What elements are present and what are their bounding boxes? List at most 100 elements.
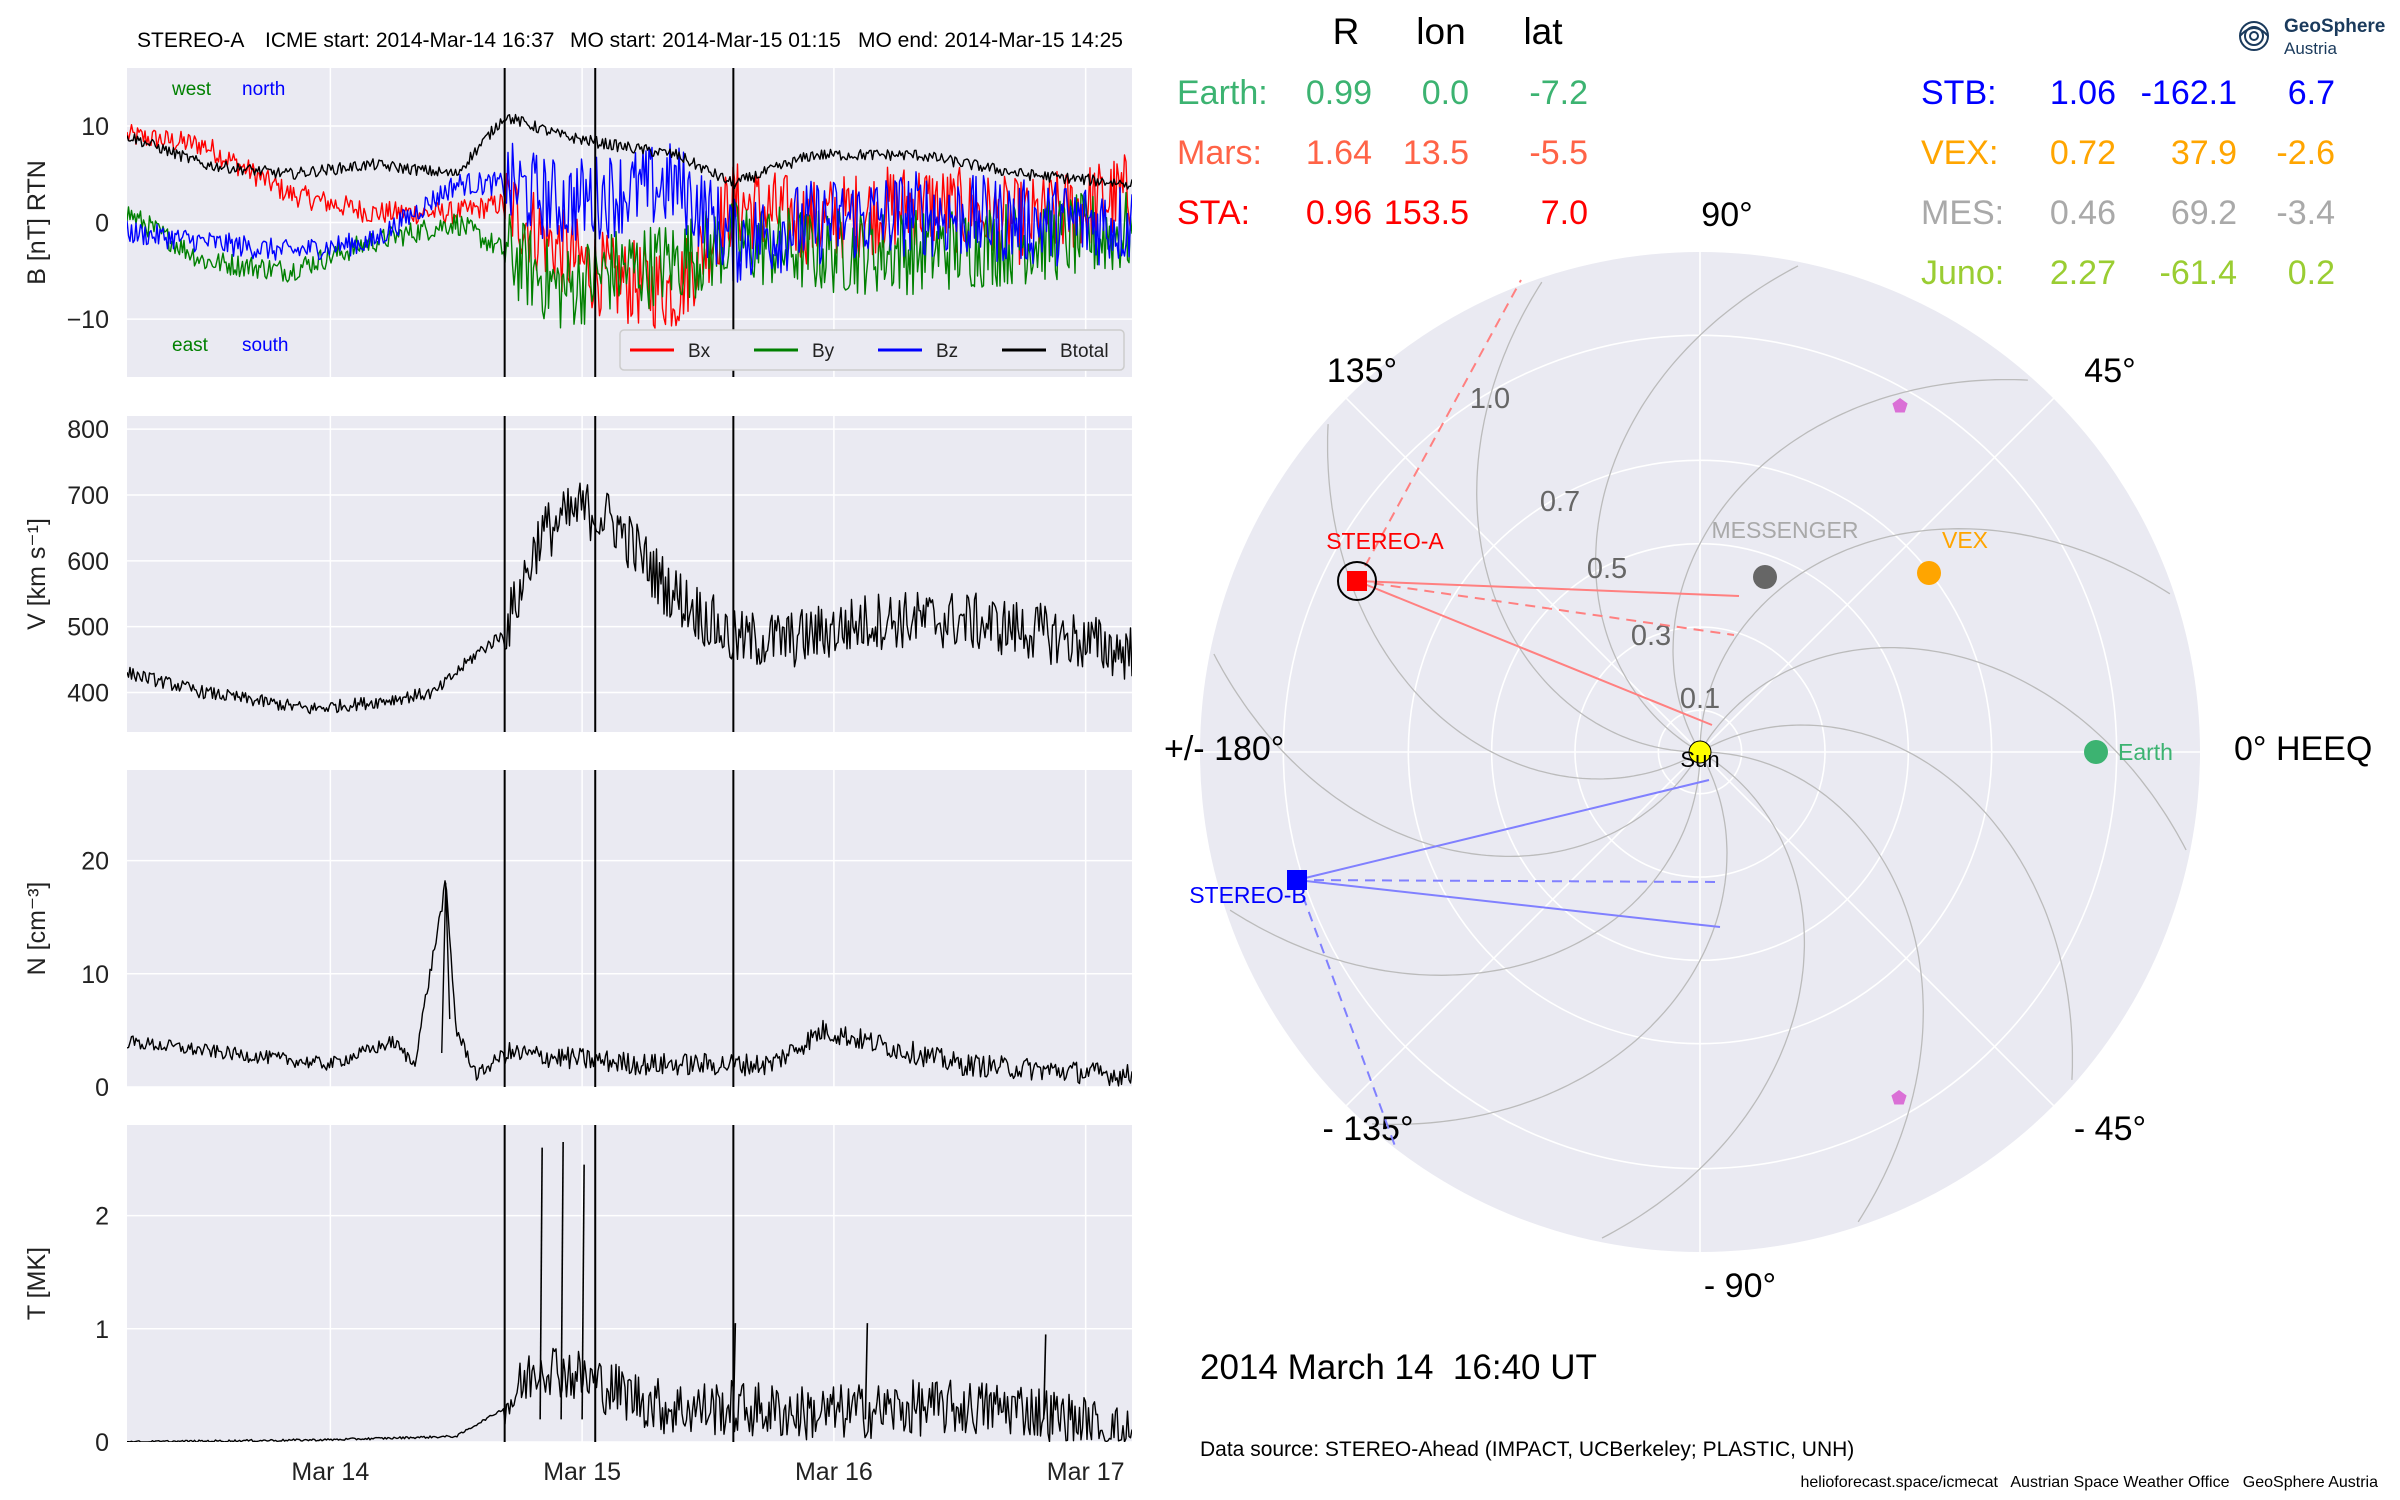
angle-label: - 135° bbox=[1322, 1110, 1413, 1148]
x-tick-label: Mar 15 bbox=[543, 1458, 621, 1486]
table-cell: STB: bbox=[1921, 74, 1997, 112]
vex-marker bbox=[1917, 561, 1941, 585]
temperature-spike bbox=[864, 1323, 869, 1420]
table-cell: 13.5 bbox=[1403, 134, 1469, 172]
series-line-bz bbox=[127, 142, 1132, 283]
y-axis-label: T [MK] bbox=[23, 1247, 51, 1320]
parker-spiral bbox=[1699, 646, 2187, 851]
x-tick-label: Mar 14 bbox=[291, 1458, 369, 1486]
sta-field-line bbox=[1356, 580, 1735, 636]
table-cell: 2.27 bbox=[2050, 254, 2116, 292]
stb-field-line bbox=[1296, 879, 1720, 883]
angle-label: +/- 180° bbox=[1164, 730, 1284, 768]
angle-label: - 45° bbox=[2074, 1110, 2146, 1148]
parker-spiral bbox=[1372, 751, 1728, 1126]
angle-label: 135° bbox=[1327, 352, 1397, 390]
y-tick-label: 0 bbox=[95, 1074, 109, 1102]
mars-pentagon-marker bbox=[1892, 398, 1908, 413]
table-cell: 7.0 bbox=[1541, 194, 1588, 232]
legend-label: Bx bbox=[688, 341, 711, 362]
logo-line2: Austria bbox=[2284, 39, 2337, 58]
parker-spiral bbox=[1699, 528, 2171, 752]
temperature-spike bbox=[581, 1164, 585, 1420]
table-cell: -5.5 bbox=[1529, 134, 1588, 172]
polar-plot: 0.10.30.50.71.090°45°0° HEEQ- 45°- 90°- … bbox=[1164, 196, 2372, 1305]
radial-label: 0.5 bbox=[1587, 553, 1627, 585]
earth-label: Earth bbox=[2118, 739, 2173, 765]
y-tick-label: 700 bbox=[67, 482, 109, 510]
y-tick-label: 10 bbox=[81, 961, 109, 989]
table-cell: -3.4 bbox=[2276, 194, 2335, 232]
parker-spiral bbox=[1594, 265, 1799, 753]
series-line-btotal bbox=[127, 113, 1132, 190]
series-line-t bbox=[127, 1347, 1132, 1442]
table-cell: 69.2 bbox=[2171, 194, 2237, 232]
table-header: R bbox=[1333, 11, 1360, 52]
stb-field-line bbox=[1296, 779, 1710, 881]
angle-spoke bbox=[1345, 397, 1701, 753]
radial-label: 0.1 bbox=[1680, 683, 1720, 715]
table-cell: 0.99 bbox=[1306, 74, 1372, 112]
table-header: lat bbox=[1523, 11, 1563, 52]
table-cell: 0.46 bbox=[2050, 194, 2116, 232]
stb-spiral-dashed bbox=[1296, 879, 1396, 1147]
parker-spiral bbox=[1672, 378, 2028, 753]
stb-field-line bbox=[1296, 879, 1721, 928]
y-tick-label: 0 bbox=[95, 210, 109, 238]
table-cell: VEX: bbox=[1921, 134, 1998, 172]
table-cell: 0.2 bbox=[2288, 254, 2335, 292]
sta-field-line bbox=[1356, 580, 1713, 726]
y-tick-label: 500 bbox=[67, 614, 109, 642]
series-line-bx bbox=[127, 124, 1132, 329]
parker-spiral bbox=[1326, 424, 1701, 780]
header-spacecraft: STEREO-A bbox=[137, 29, 244, 52]
angle-spoke bbox=[1699, 397, 2055, 753]
stb-label: STEREO-B bbox=[1189, 882, 1307, 908]
angle-spoke bbox=[1699, 751, 2055, 1107]
y-axis-label: N [cm⁻³] bbox=[23, 882, 51, 976]
messenger-label: MESSENGER bbox=[1712, 517, 1859, 543]
sun-label: Sun bbox=[1680, 747, 1719, 772]
temperature-spike bbox=[539, 1147, 543, 1420]
series-group bbox=[127, 1141, 1132, 1442]
y-tick-label: 600 bbox=[67, 548, 109, 576]
table-cell: 6.7 bbox=[2288, 74, 2335, 112]
messenger-marker bbox=[1753, 565, 1777, 589]
panel-background bbox=[127, 770, 1132, 1087]
table-cell: 1.64 bbox=[1306, 134, 1372, 172]
table-cell: 0.96 bbox=[1306, 194, 1372, 232]
vex-label: VEX bbox=[1942, 527, 1988, 553]
stb-marker bbox=[1287, 870, 1307, 890]
parker-spiral bbox=[1699, 724, 2074, 1080]
parker-spirals bbox=[1213, 265, 2187, 1239]
legend-label: Btotal bbox=[1060, 341, 1109, 362]
table-cell: 153.5 bbox=[1384, 194, 1469, 232]
table-cell: Mars: bbox=[1177, 134, 1262, 172]
y-axis-label: B [nT] RTN bbox=[23, 160, 51, 285]
table-cell: MES: bbox=[1921, 194, 2004, 232]
header-icme-start: ICME start: 2014-Mar-14 16:37 bbox=[265, 29, 554, 52]
y-tick-label: 400 bbox=[67, 680, 109, 708]
y-tick-label: 10 bbox=[81, 113, 109, 141]
temperature-spike bbox=[560, 1141, 564, 1420]
table-header: lon bbox=[1416, 11, 1465, 52]
y-axis-label: V [km s⁻¹] bbox=[23, 518, 51, 630]
juno-pentagon-marker bbox=[1891, 1090, 1907, 1105]
direction-annotation: west bbox=[171, 79, 212, 100]
angle-label: 45° bbox=[2084, 352, 2135, 390]
sta-field-line bbox=[1356, 580, 1740, 597]
legend-box bbox=[619, 329, 1125, 371]
table-cell: 1.06 bbox=[2050, 74, 2116, 112]
series-group bbox=[127, 880, 1132, 1087]
direction-annotation: south bbox=[242, 335, 288, 356]
series-line-n bbox=[127, 880, 1132, 1087]
table-cell: Juno: bbox=[1921, 254, 2004, 292]
panel-2: 800 700 600 500 400 V [km s⁻¹] bbox=[23, 416, 1132, 732]
table-cell: -61.4 bbox=[2160, 254, 2238, 292]
y-tick-label: 0 bbox=[95, 1429, 109, 1457]
table-cell: -2.6 bbox=[2276, 134, 2335, 172]
series-group bbox=[127, 113, 1132, 329]
